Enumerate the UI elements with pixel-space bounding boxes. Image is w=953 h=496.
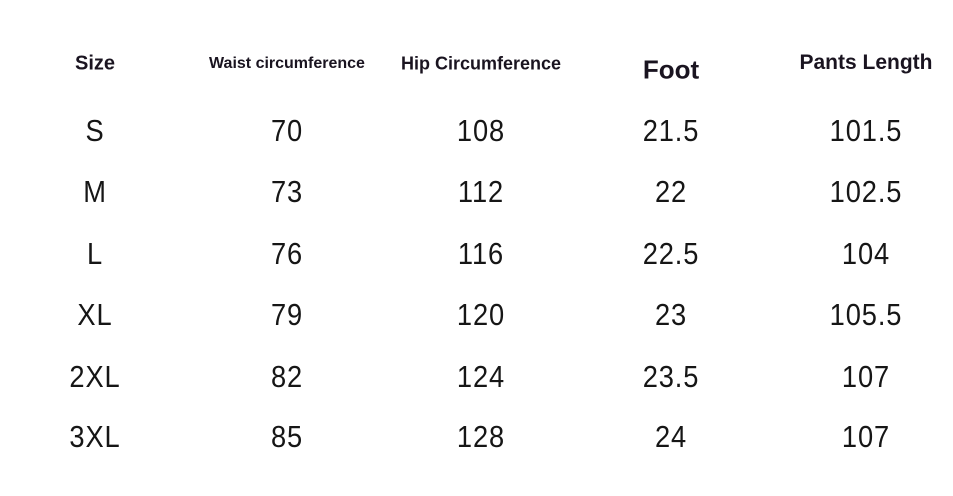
table-cell: 24	[654, 419, 688, 454]
table-cell: 107	[841, 359, 891, 394]
table-cell: 128	[456, 419, 506, 454]
table-cell: 112	[457, 174, 505, 209]
table-cell: 22.5	[642, 236, 700, 271]
table-cell: XL	[77, 297, 113, 332]
table-cell: 104	[841, 236, 891, 271]
table-cell: 23.5	[642, 359, 700, 394]
table-cell: 105.5	[829, 297, 903, 332]
table-cell: 82	[270, 359, 304, 394]
column-header: Pants Length	[799, 51, 933, 74]
column-header: Waist circumference	[209, 55, 365, 72]
table-cell: 70	[270, 113, 304, 148]
table-cell: 124	[456, 359, 506, 394]
table-cell: M	[83, 174, 107, 209]
table-cell: 85	[270, 419, 304, 454]
table-cell: 23	[654, 297, 688, 332]
table-cell: 22	[654, 174, 688, 209]
table-cell: L	[86, 236, 104, 271]
table-cell: 101.5	[829, 113, 903, 148]
table-cell: 108	[456, 113, 506, 148]
table-cell: 107	[841, 419, 891, 454]
column-header: Foot	[642, 54, 700, 85]
table-cell: 73	[270, 174, 304, 209]
column-header: Size	[74, 52, 116, 75]
table-cell: 102.5	[829, 174, 903, 209]
table-cell: 76	[270, 236, 304, 271]
table-cell: 2XL	[69, 359, 121, 394]
table-cell: 21.5	[642, 113, 700, 148]
table-cell: 3XL	[69, 419, 121, 454]
table-cell: 79	[270, 297, 304, 332]
table-cell: S	[85, 113, 105, 148]
table-cell: 120	[456, 297, 506, 332]
table-cell: 116	[457, 236, 505, 271]
column-header: Hip Circumference	[400, 53, 562, 74]
